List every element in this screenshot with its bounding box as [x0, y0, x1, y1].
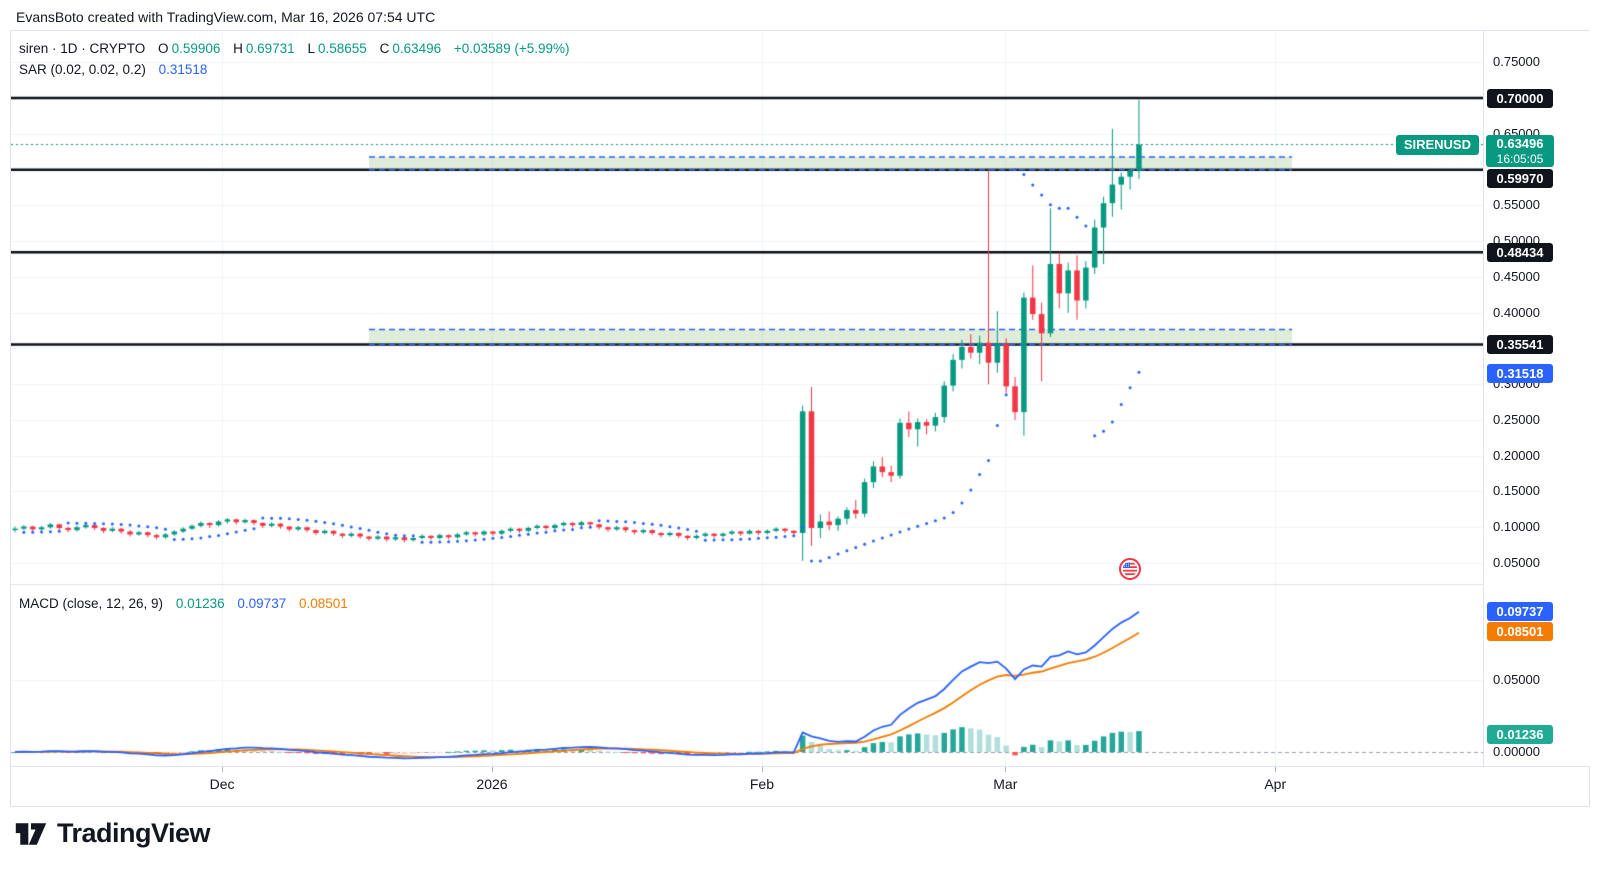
price-level-badge: 0.59970 [1487, 168, 1553, 188]
time-axis-label: Apr [1264, 776, 1287, 792]
price-tick-label: 0.10000 [1493, 519, 1540, 535]
low-value: 0.58655 [317, 41, 367, 56]
low-label: L [307, 41, 315, 56]
price-tick-label: 0.55000 [1493, 197, 1540, 213]
time-axis-label: Mar [993, 776, 1018, 792]
macd-value-badge: 0.08501 [1487, 622, 1553, 642]
time-axis[interactable]: Dec 2026 Feb Mar Apr [11, 766, 1589, 806]
price-tick-label: 0.25000 [1493, 411, 1540, 427]
open-value: 0.59906 [171, 41, 221, 56]
time-tick [492, 767, 493, 772]
macd-value-badge: 0.01236 [1487, 724, 1553, 744]
tradingview-logo-mark [15, 822, 47, 845]
tradingview-logo-text: TradingView [57, 818, 211, 848]
macd-signal-value: 0.08501 [298, 596, 348, 611]
current-price-value: 0.63496 [1496, 135, 1544, 151]
sar-name: SAR (0.02, 0.02, 0.2) [19, 62, 146, 77]
macd-name: MACD (close, 12, 26, 9) [19, 596, 164, 611]
high-value: 0.69731 [245, 41, 295, 56]
open-label: O [158, 41, 169, 56]
time-tick [1275, 767, 1277, 772]
tradingview-logo[interactable]: TradingView [14, 818, 211, 849]
macd-tick-label: 0.05000 [1493, 672, 1540, 687]
attribution-text: EvansBoto created with TradingView.com, … [16, 9, 436, 25]
bar-countdown: 16:05:05 [1496, 151, 1544, 166]
price-tick-label: 0.20000 [1493, 447, 1540, 463]
time-axis-label: Feb [749, 776, 774, 792]
price-level-badge: 0.48434 [1487, 242, 1553, 262]
price-level-badge: 0.70000 [1487, 88, 1553, 108]
current-price-badge: 0.63496 16:05:05 [1486, 134, 1554, 167]
change-value: +0.03589 (+5.99%) [453, 41, 570, 56]
price-level-badge: 0.31518 [1487, 363, 1553, 383]
us-flag-glyph [1122, 561, 1138, 577]
symbol-title: siren · 1D · CRYPTO [19, 41, 146, 56]
price-tick-label: 0.15000 [1493, 483, 1540, 499]
symbol-name-badge: SIRENUSD [1395, 134, 1479, 155]
time-axis-label: 2026 [476, 776, 508, 792]
close-label: C [379, 41, 390, 56]
price-tick-label: 0.75000 [1493, 54, 1540, 70]
close-value: 0.63496 [392, 41, 442, 56]
macd-hist-value: 0.01236 [175, 596, 225, 611]
time-tick [1005, 767, 1007, 772]
time-tick [222, 767, 224, 772]
price-tick-label: 0.45000 [1493, 268, 1540, 284]
price-level-badge: 0.35541 [1487, 335, 1553, 355]
sar-legend[interactable]: SAR (0.02, 0.02, 0.2) 0.31518 [19, 62, 210, 77]
time-tick [761, 767, 763, 772]
macd-tick-label: 0.00000 [1493, 744, 1540, 759]
macd-line-value: 0.09737 [237, 596, 287, 611]
price-chart-canvas[interactable] [11, 31, 1483, 766]
macd-value-badge: 0.09737 [1487, 602, 1553, 622]
price-tick-label: 0.05000 [1493, 555, 1540, 571]
time-axis-label: Dec [209, 776, 235, 792]
us-flag-event-icon[interactable] [1119, 558, 1142, 580]
price-tick-label: 0.40000 [1493, 304, 1540, 320]
sar-value: 0.31518 [158, 62, 208, 77]
high-label: H [233, 41, 243, 56]
macd-legend[interactable]: MACD (close, 12, 26, 9) 0.01236 0.09737 … [19, 596, 351, 611]
